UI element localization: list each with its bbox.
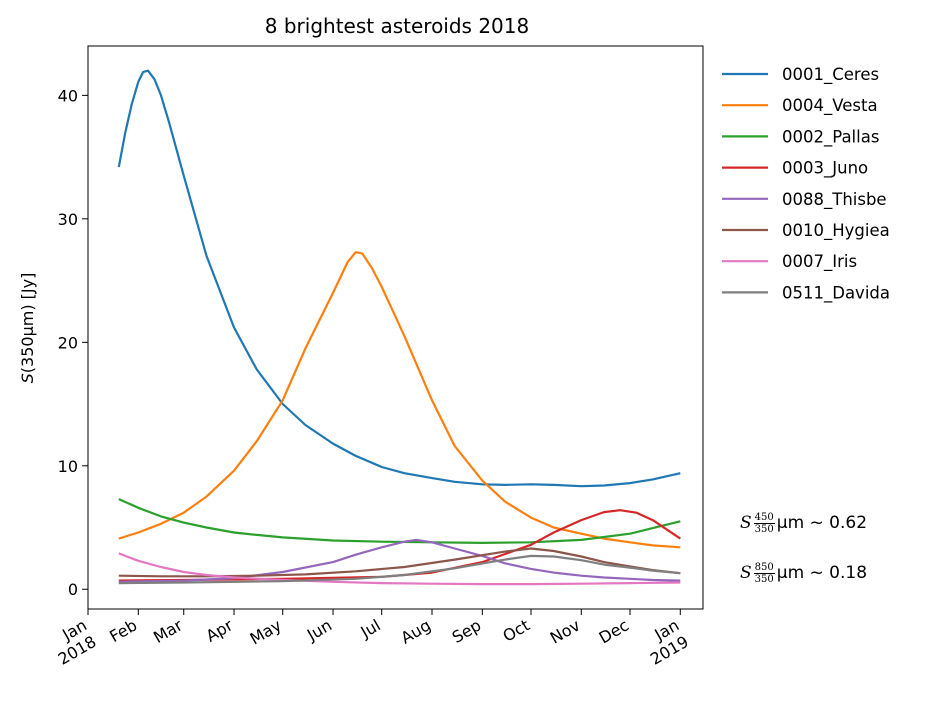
legend-label: 0010_Hygiea [782, 221, 890, 241]
x-tick-label: May [247, 615, 285, 648]
series-line-0511_davida [118, 554, 681, 585]
x-tick-label-line: May [247, 615, 285, 648]
x-tick-label-line: Aug [397, 615, 434, 647]
x-tick-label: Dec [596, 615, 632, 647]
series-line-0003_juno [118, 509, 681, 582]
series-lines [117, 69, 681, 586]
x-tick-label: Apr [203, 615, 237, 646]
series-line-0088_thisbe [118, 538, 681, 583]
legend: 0001_Ceres 0004_Vesta 0002_Pallas 0003_Juno… [722, 65, 890, 303]
ratio-annotation-450: S 450 350 μm ~ 0.62 [740, 512, 867, 535]
legend-label: 0004_Vesta [782, 96, 878, 116]
y-tick-label: 10 [58, 457, 78, 476]
x-tick-label: Jun [303, 615, 335, 644]
x-tick-label: Jul [357, 615, 384, 642]
x-tick-label-line: Feb [106, 615, 140, 646]
y-axis-ticks: 0 10 20 30 40 [58, 86, 88, 599]
y-tick-label: 30 [58, 210, 78, 229]
ratio-numerator: 850 [753, 562, 775, 574]
x-tick-label: Nov [547, 615, 584, 647]
legend-label: 0003_Juno [782, 159, 868, 179]
x-tick-label: Oct [500, 615, 533, 645]
series-line-0002_pallas [118, 498, 681, 544]
x-tick-label: Sep [449, 615, 485, 647]
ratio-denominator: 350 [754, 524, 774, 535]
x-tick-label-line: Jul [357, 615, 384, 642]
series-line-0004_vesta [118, 251, 681, 549]
y-tick-label: 20 [58, 333, 78, 352]
series-line-0007_iris [118, 552, 681, 586]
legend-label: 0088_Thisbe [782, 190, 887, 210]
ratio-fraction: 850 350 [753, 562, 775, 585]
legend-label: 0001_Ceres [782, 65, 879, 85]
series-line-0001_ceres [117, 69, 681, 488]
x-tick-label-line: Oct [500, 615, 533, 645]
x-tick-label: Aug [397, 615, 434, 647]
y-tick-label: 40 [58, 86, 78, 105]
y-axis-label-symbol: S [18, 373, 37, 383]
ratio-denominator: 350 [754, 574, 774, 585]
x-tick-label-line: Mar [150, 615, 186, 647]
y-tick-label: 0 [68, 580, 78, 599]
ratio-value: μm ~ 0.18 [776, 563, 868, 583]
legend-label: 0007_Iris [782, 252, 857, 272]
x-tick-label-line: Apr [203, 615, 237, 646]
y-axis-label: S(350μm) [Jy] [18, 273, 37, 384]
x-tick-label: Feb [106, 615, 140, 646]
ratio-numerator: 450 [753, 512, 775, 524]
y-axis-label-text: (350μm) [Jy] [18, 273, 37, 374]
ratio-annotation-850: S 850 350 μm ~ 0.18 [740, 562, 867, 585]
ratio-value: μm ~ 0.62 [776, 513, 868, 533]
x-tick-label-line: Nov [547, 615, 584, 647]
legend-label: 0511_Davida [782, 283, 890, 303]
legend-label: 0002_Pallas [782, 127, 879, 147]
x-tick-label-line: Sep [449, 615, 485, 647]
series-line-0010_hygiea [118, 547, 681, 578]
ratio-fraction: 450 350 [753, 512, 775, 535]
plot-area-frame [87, 45, 704, 610]
ratio-symbol: S [740, 513, 752, 533]
ratio-symbol: S [740, 563, 752, 583]
x-tick-label: Mar [150, 615, 186, 647]
x-tick-label-line: Jun [303, 615, 335, 644]
chart-title: 8 brightest asteroids 2018 [265, 14, 529, 38]
x-tick-label-line: Dec [596, 615, 632, 647]
